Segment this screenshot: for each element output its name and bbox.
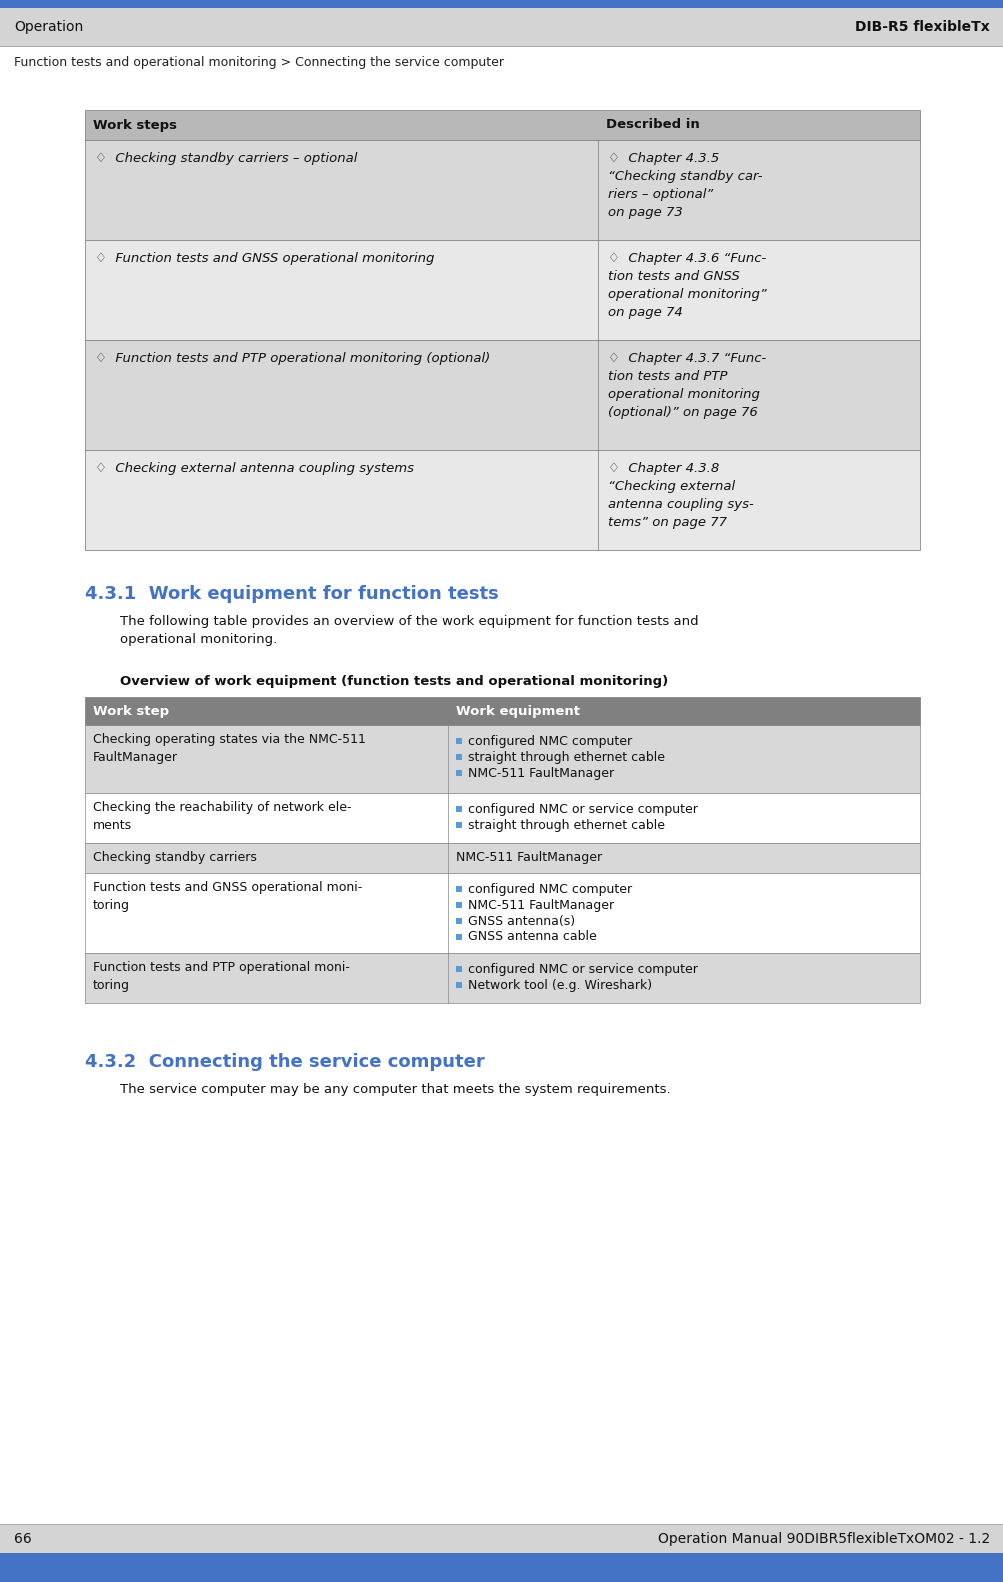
Bar — [0, 1554, 1003, 1582]
Text: NMC-511 FaultManager: NMC-511 FaultManager — [455, 851, 602, 864]
Text: ♢  Chapter 4.3.6 “Func-
tion tests and GNSS
operational monitoring”
on page 74: ♢ Chapter 4.3.6 “Func- tion tests and GN… — [608, 252, 766, 320]
Bar — [455, 886, 461, 892]
Text: 4.3.1  Work equipment for function tests: 4.3.1 Work equipment for function tests — [85, 585, 498, 603]
Text: GNSS antenna cable: GNSS antenna cable — [467, 930, 596, 943]
Text: ♢  Function tests and GNSS operational monitoring: ♢ Function tests and GNSS operational mo… — [95, 252, 434, 266]
Text: Function tests and GNSS operational moni-
toring: Function tests and GNSS operational moni… — [93, 881, 362, 911]
Text: Overview of work equipment (function tests and operational monitoring): Overview of work equipment (function tes… — [120, 676, 668, 688]
Text: Work equipment: Work equipment — [455, 704, 580, 718]
Text: straight through ethernet cable: straight through ethernet cable — [467, 750, 664, 764]
Bar — [0, 1525, 1003, 1554]
Bar — [85, 240, 919, 340]
Text: Network tool (e.g. Wireshark): Network tool (e.g. Wireshark) — [467, 979, 652, 992]
Text: ♢  Function tests and PTP operational monitoring (optional): ♢ Function tests and PTP operational mon… — [95, 353, 489, 365]
Bar — [85, 449, 919, 551]
Text: Work step: Work step — [93, 704, 169, 718]
Text: configured NMC or service computer: configured NMC or service computer — [467, 962, 697, 976]
Text: straight through ethernet cable: straight through ethernet cable — [467, 818, 664, 832]
Text: NMC-511 FaultManager: NMC-511 FaultManager — [467, 767, 614, 780]
Bar — [85, 952, 919, 1003]
Text: Operation Manual 90DIBR5flexibleTxOM02 - 1.2: Operation Manual 90DIBR5flexibleTxOM02 -… — [657, 1531, 989, 1546]
Text: Operation: Operation — [14, 21, 83, 33]
Text: Function tests and PTP operational moni-
toring: Function tests and PTP operational moni-… — [93, 960, 349, 992]
Text: 4.3.2  Connecting the service computer: 4.3.2 Connecting the service computer — [85, 1054, 484, 1071]
Text: GNSS antenna(s): GNSS antenna(s) — [467, 914, 575, 927]
Bar — [85, 843, 919, 873]
Bar — [0, 8, 1003, 46]
Bar — [455, 737, 461, 744]
Bar — [85, 340, 919, 449]
Bar — [455, 967, 461, 971]
Bar — [85, 725, 919, 793]
Text: The following table provides an overview of the work equipment for function test: The following table provides an overview… — [120, 615, 698, 645]
Bar — [455, 755, 461, 759]
Bar — [85, 793, 919, 843]
Text: Checking standby carriers: Checking standby carriers — [93, 851, 257, 864]
Bar — [85, 873, 919, 952]
Text: NMC-511 FaultManager: NMC-511 FaultManager — [467, 899, 614, 911]
Text: ♢  Chapter 4.3.8
“Checking external
antenna coupling sys-
tems” on page 77: ♢ Chapter 4.3.8 “Checking external anten… — [608, 462, 753, 528]
Bar — [455, 823, 461, 827]
Text: ♢  Checking external antenna coupling systems: ♢ Checking external antenna coupling sys… — [95, 462, 413, 475]
Bar — [455, 982, 461, 989]
Bar — [455, 902, 461, 908]
Text: configured NMC computer: configured NMC computer — [467, 734, 632, 748]
Text: configured NMC computer: configured NMC computer — [467, 883, 632, 895]
Text: ♢  Chapter 4.3.7 “Func-
tion tests and PTP
operational monitoring
(optional)” on: ♢ Chapter 4.3.7 “Func- tion tests and PT… — [608, 353, 765, 419]
Text: ♢  Checking standby carriers – optional: ♢ Checking standby carriers – optional — [95, 152, 357, 165]
Bar — [0, 0, 1003, 8]
Text: ♢  Chapter 4.3.5
“Checking standby car-
riers – optional”
on page 73: ♢ Chapter 4.3.5 “Checking standby car- r… — [608, 152, 761, 218]
Text: Checking the reachability of network ele-
ments: Checking the reachability of network ele… — [93, 800, 351, 832]
Text: Work steps: Work steps — [93, 119, 177, 131]
Text: configured NMC or service computer: configured NMC or service computer — [467, 802, 697, 815]
Text: Described in: Described in — [606, 119, 699, 131]
Text: DIB-R5 flexibleTx: DIB-R5 flexibleTx — [855, 21, 989, 33]
Text: Function tests and operational monitoring > Connecting the service computer: Function tests and operational monitorin… — [14, 55, 504, 70]
Text: Checking operating states via the NMC-511
FaultManager: Checking operating states via the NMC-51… — [93, 732, 365, 764]
Text: 66: 66 — [14, 1531, 32, 1546]
Bar — [455, 770, 461, 777]
Bar — [85, 139, 919, 240]
Bar — [455, 805, 461, 812]
Bar — [455, 933, 461, 940]
Bar — [85, 111, 919, 139]
Bar — [455, 918, 461, 924]
Text: The service computer may be any computer that meets the system requirements.: The service computer may be any computer… — [120, 1084, 670, 1096]
Bar — [85, 698, 919, 725]
